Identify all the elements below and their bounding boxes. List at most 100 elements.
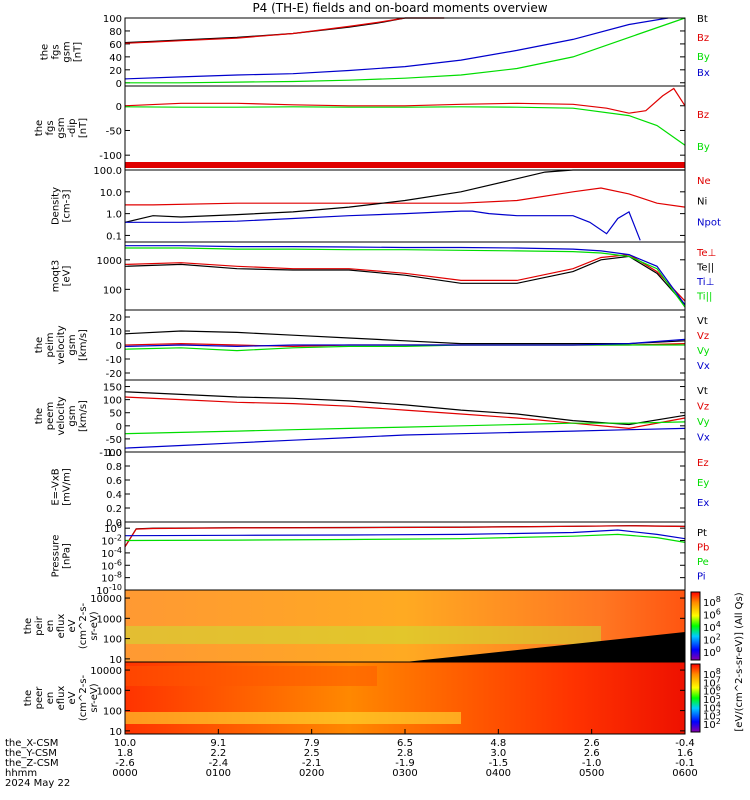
colorbar-tick-base: 10	[703, 712, 716, 723]
x-tick-label: 0500	[579, 768, 604, 779]
legend-Bz: Bz	[697, 110, 709, 121]
flag-bar	[125, 162, 685, 168]
y-tick-label: 20	[109, 313, 122, 324]
y-tick-exponent: 0	[117, 521, 122, 530]
colorbar-tick-exponent: 8	[716, 595, 721, 604]
y-tick-label: -100	[99, 151, 122, 162]
y-axis-label: en	[45, 692, 56, 705]
series-line-Ni	[124, 169, 685, 223]
x-tick-label: 6.5	[397, 738, 413, 749]
colorbar-tick-exponent: 6	[716, 684, 721, 693]
y-axis-label: gsm	[62, 41, 73, 62]
heatmap-band-high	[125, 666, 377, 686]
series-line-By	[124, 106, 686, 146]
y-axis-label: the	[23, 618, 34, 634]
legend-Ti⊥: Ti⊥	[696, 277, 714, 288]
y-axis-label: [eV]	[62, 266, 73, 287]
x-tick-label: -0.4	[675, 738, 695, 749]
panel-frame	[124, 379, 686, 453]
heatmap-black-region	[405, 632, 685, 662]
panel-8: 10010-210-410-610-810-10PtPbPePiPressure…	[51, 521, 710, 597]
y-axis-label: moqt3	[51, 260, 62, 293]
legend-Vy: Vy	[697, 417, 710, 428]
panel-5: -20 -10 0 10 20 Vt Vz Vy Vx the peim velocity gsm [km…	[34, 309, 710, 381]
legend-Ne: Ne	[697, 176, 711, 187]
series-line-Bz	[124, 17, 445, 44]
y-tick-label: 10000	[90, 666, 122, 677]
y-axis-label: [mV/m]	[62, 468, 73, 506]
y-tick-label: 10-2	[101, 534, 122, 548]
x-tick-label: 2.2	[210, 748, 226, 759]
y-axis-label: (cm^2-s-	[78, 674, 89, 721]
colorbar-tick-exponent: 5	[716, 692, 721, 701]
y-tick-label: 0.0	[106, 518, 122, 529]
series-line-Ti⊥	[125, 245, 686, 306]
series-line-Pt	[124, 525, 686, 548]
legend-Te||: Te||	[696, 263, 714, 274]
y-axis-label: [km/s]	[78, 400, 89, 432]
series-line-Te⊥	[124, 253, 686, 302]
y-tick-label: 10-6	[101, 558, 122, 572]
y-axis-label: [nPa]	[62, 543, 73, 569]
colorbar-tick-label: 105	[703, 692, 721, 706]
y-tick-exponent: -8	[114, 571, 122, 580]
panel-3: 0.1 1.0 10.0 100.0 Ne Ni Npot Density [cm-3]	[51, 166, 721, 243]
legend-Vt: Vt	[697, 386, 708, 397]
y-axis-label: -dip	[67, 118, 78, 137]
y-tick-label: 10.0	[100, 188, 122, 199]
y-axis-label: eflux	[56, 686, 67, 711]
y-tick-label: -100	[99, 448, 122, 459]
y-tick-base: 10	[96, 586, 109, 597]
y-tick-label: 0.2	[106, 504, 122, 515]
y-axis-label: [nT]	[78, 118, 89, 138]
legend-Ex: Ex	[697, 498, 709, 509]
x-tick-label: 4.8	[490, 738, 506, 749]
x-tick-label: 10.0	[114, 738, 136, 749]
series-line-Te||	[124, 255, 686, 306]
x-row-label: hhmm	[5, 768, 37, 779]
y-tick-label: 150	[103, 383, 122, 394]
x-tick-label: 2.6	[584, 738, 600, 749]
colorbar-tick-label: 102	[703, 633, 721, 647]
y-tick-exponent: -6	[114, 558, 122, 567]
x-tick-label: -2.1	[302, 758, 322, 769]
colorbar-label: [eV/(cm^2-s-sr-eV)] (All Qs)	[734, 592, 745, 731]
colorbar-tick-exponent: 2	[716, 633, 721, 642]
y-axis-label: eflux	[56, 614, 67, 639]
y-axis-label: fgs	[45, 120, 56, 135]
y-tick-label: 20	[109, 66, 122, 77]
y-tick-label: 80	[109, 27, 122, 38]
colorbar-1	[690, 591, 701, 661]
y-axis-label: peem	[45, 402, 56, 430]
y-axis-label: the	[34, 337, 45, 353]
y-axis-label: velocity	[56, 396, 67, 435]
y-tick-base: 10	[101, 549, 114, 560]
panel-4: 100 1000 Te⊥ Te|| Ti⊥ Ti|| moqt3 [eV]	[51, 241, 716, 311]
panel-7: 0.0 0.2 0.4 0.6 0.8 1.0 Ez Ey Ex E=-VxB [mV/m]	[51, 448, 710, 529]
colorbar-tick-base: 10	[703, 687, 716, 698]
y-axis-label: eV	[67, 691, 78, 704]
y-tick-base: 10	[101, 561, 114, 572]
x-tick-label: 0600	[672, 768, 697, 779]
legend-Bt: Bt	[697, 14, 708, 25]
y-axis-label: sr-eV)	[89, 611, 100, 640]
y-tick-exponent: -4	[114, 546, 122, 555]
colorbar-tick-exponent: 8	[716, 667, 721, 676]
y-axis-label: eV	[67, 619, 78, 632]
legend-Vt: Vt	[697, 316, 708, 327]
panel-frame	[124, 169, 686, 243]
legend-Vz: Vz	[697, 402, 709, 413]
y-axis-label: [cm-3]	[62, 189, 73, 222]
y-tick-exponent: -2	[114, 534, 122, 543]
x-tick-label: -1.9	[395, 758, 415, 769]
x-row-label: the_Y-CSM	[5, 748, 57, 759]
y-tick-label: 0	[116, 102, 122, 113]
colorbar-tick-base: 10	[703, 648, 716, 659]
y-axis-label: peim	[45, 332, 56, 357]
x-tick-label: 2.8	[397, 748, 413, 759]
colorbar-tick-label: 104	[703, 620, 721, 634]
x-tick-label: 9.1	[210, 738, 226, 749]
x-tick-label: 2.6	[584, 748, 600, 759]
panel-2: -100 -50 0 Bz By the fgs gsm -dip [nT]	[34, 85, 710, 171]
y-axis-label: sr-eV)	[89, 683, 100, 712]
